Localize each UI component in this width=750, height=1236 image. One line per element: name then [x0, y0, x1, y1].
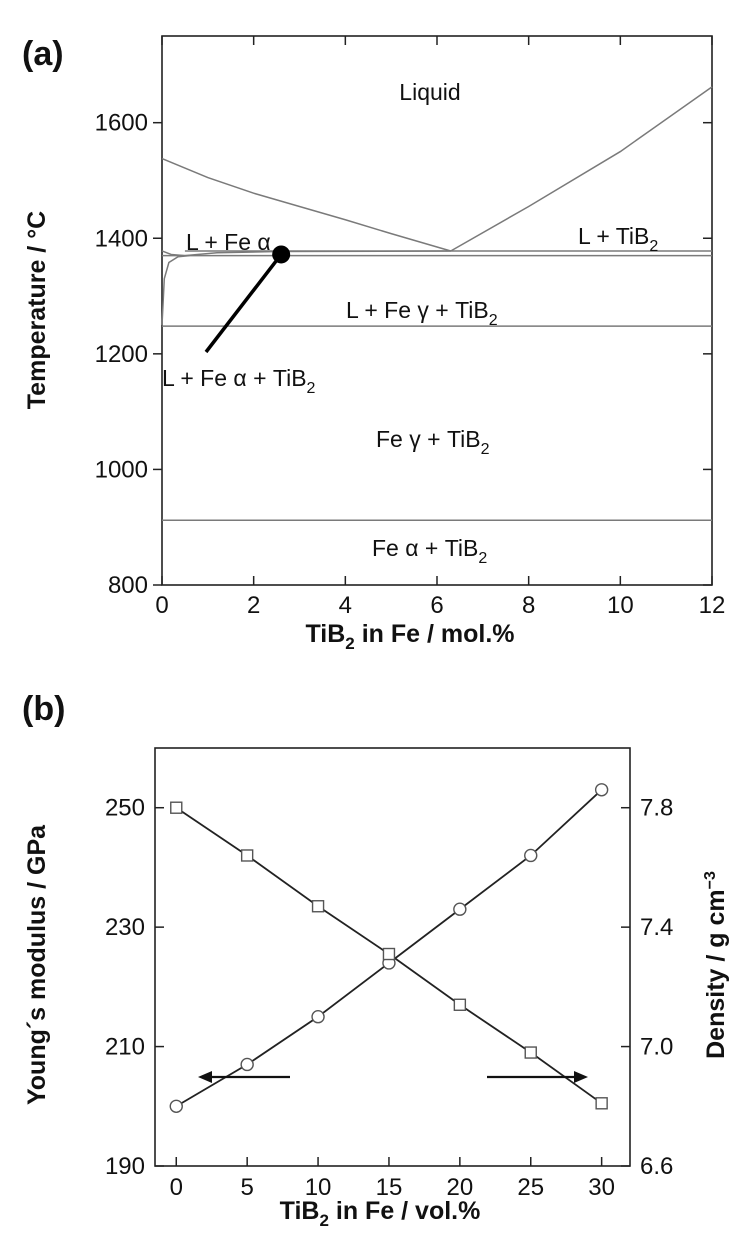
x-tick-label: 5 [240, 1174, 253, 1201]
region-fe-alpha-tib2: Fe α + TiB2 [372, 535, 487, 567]
panel-a-x-axis-label: TiB2 in Fe / mol.% [305, 620, 514, 653]
x-tick-label: 30 [588, 1174, 615, 1201]
panel-b-left-y-ticks: 190 210 230 250 [105, 795, 164, 1180]
y-tick-label: 1000 [95, 456, 148, 483]
boundary-liquidus-fe-side [161, 157, 451, 252]
panel-a-label: (a) [22, 35, 64, 73]
l-fea-tib2-pointer-line [204, 253, 283, 354]
region-l-tib2: L + TiB2 [578, 223, 658, 255]
region-l-fe-gamma-tib2: L + Fe γ + TiB2 [346, 297, 498, 329]
modulus-point [311, 1010, 325, 1024]
boundary-solidus-alpha [161, 254, 190, 325]
x-tick-label: 8 [522, 592, 535, 619]
modulus-point [524, 848, 538, 863]
modulus-density-panel: (b) 0 5 10 15 20 25 30 190 210 230 250 6.6 7.0 7.4 7… [22, 690, 730, 1230]
panel-b-x-ticks: 0 5 10 15 20 25 30 [170, 1157, 615, 1201]
x-tick-label: 0 [155, 592, 168, 619]
phase-boundary-lines [161, 86, 713, 522]
right-y-tick-label: 7.8 [640, 795, 673, 822]
region-l-fe-alpha-tib2: L + Fe α + TiB2 [162, 365, 316, 397]
modulus-point [169, 1099, 183, 1113]
phase-diagram-panel: (a) 0 2 4 6 8 10 12 800 1000 1200 1400 1600 Liquid… [22, 35, 725, 653]
panel-b-right-y-axis-label: Density / g cm−3 [702, 871, 730, 1059]
panel-b-right-y-ticks: 6.6 7.0 7.4 7.8 [621, 795, 673, 1180]
left-y-tick-label: 190 [105, 1153, 145, 1180]
modulus-point [240, 1057, 254, 1072]
left-axis-arrowhead [198, 1071, 212, 1083]
panel-a-y-ticks: 800 1000 1200 1400 1600 [95, 110, 712, 599]
right-y-tick-label: 6.6 [640, 1153, 673, 1180]
x-tick-label: 25 [517, 1174, 544, 1201]
boundary-solvus-alpha [161, 250, 185, 257]
x-tick-label: 4 [339, 592, 352, 619]
left-y-tick-label: 210 [105, 1034, 145, 1061]
x-tick-label: 2 [247, 592, 260, 619]
x-tick-label: 15 [376, 1174, 403, 1201]
x-tick-label: 12 [699, 592, 726, 619]
x-tick-label: 20 [446, 1174, 473, 1201]
density-point [524, 1046, 537, 1059]
panel-b-series [169, 783, 609, 1113]
density-point [170, 801, 183, 814]
boundary-liquidus-tib2-side [450, 86, 713, 252]
region-l-fe-alpha: L + Fe α [186, 229, 271, 255]
panel-b-label: (b) [22, 690, 65, 728]
l-fea-tib2-pointer-dot [272, 245, 291, 264]
panel-a-y-axis-label: Temperature / °C [23, 211, 51, 409]
region-fe-gamma-tib2: Fe γ + TiB2 [376, 426, 490, 458]
left-y-tick-label: 250 [105, 795, 145, 822]
density-point [453, 998, 467, 1011]
density-point [240, 849, 254, 862]
region-liquid: Liquid [399, 79, 460, 105]
density-point [595, 1097, 608, 1110]
x-tick-label: 10 [607, 592, 634, 619]
right-y-tick-label: 7.0 [640, 1034, 673, 1061]
modulus-point [453, 902, 467, 916]
left-y-tick-label: 230 [105, 914, 145, 941]
panel-b-left-y-axis-label: Young´s modulus / GPa [23, 824, 51, 1105]
density-point [311, 900, 325, 913]
y-tick-label: 1200 [95, 341, 148, 368]
boundary-gamma-alpha-upper-solvus [184, 250, 451, 257]
modulus-point [594, 783, 609, 797]
y-tick-label: 800 [108, 572, 148, 599]
x-tick-label: 6 [430, 592, 443, 619]
panel-b-plot-frame [154, 747, 631, 1167]
y-tick-label: 1600 [95, 110, 148, 137]
density-point [382, 947, 396, 961]
panel-a-x-ticks: 0 2 4 6 8 10 12 [155, 36, 725, 619]
x-tick-label: 0 [170, 1174, 183, 1201]
panel-b-x-axis-label: TiB2 in Fe / vol.% [280, 1197, 481, 1230]
right-y-tick-label: 7.4 [640, 914, 673, 941]
x-tick-label: 10 [305, 1174, 332, 1201]
y-tick-label: 1400 [95, 225, 148, 252]
right-axis-arrowhead [574, 1071, 588, 1083]
